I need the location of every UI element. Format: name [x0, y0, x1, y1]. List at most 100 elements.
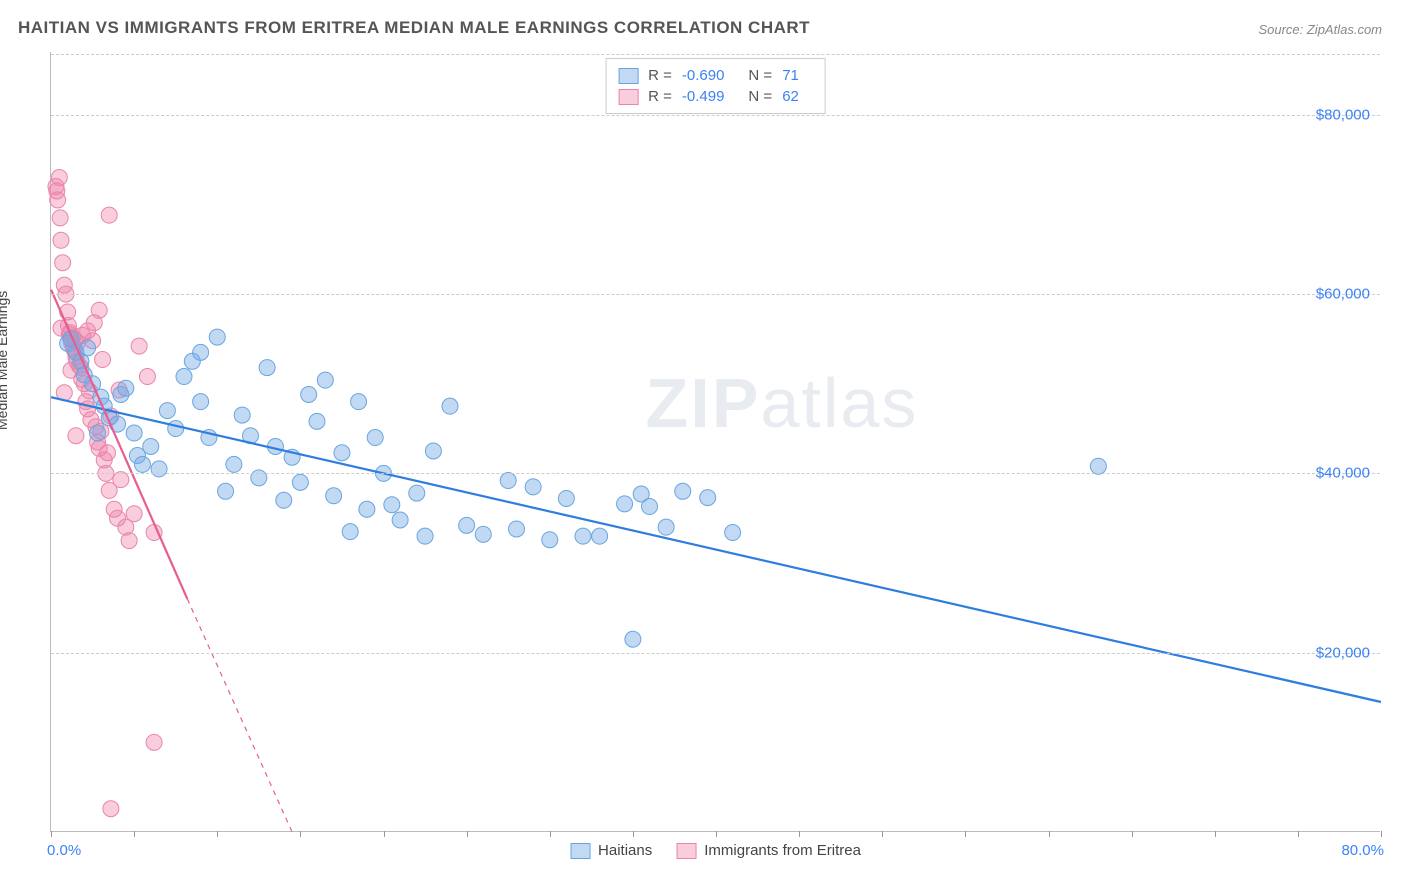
- data-point: [55, 255, 71, 271]
- data-point: [558, 490, 574, 506]
- n-label-2: N =: [748, 88, 772, 105]
- data-point: [384, 497, 400, 513]
- x-axis-min-label: 0.0%: [47, 842, 81, 859]
- legend-stats-row-2: R = -0.499 N = 62: [618, 86, 813, 107]
- data-point: [675, 483, 691, 499]
- swatch-haitians-icon: [618, 68, 638, 84]
- data-point: [700, 490, 716, 506]
- r-label-2: R =: [648, 88, 672, 105]
- legend-item-eritrea: Immigrants from Eritrea: [676, 842, 861, 859]
- data-point: [592, 528, 608, 544]
- data-point: [103, 801, 119, 817]
- data-point: [143, 438, 159, 454]
- x-tick: [300, 831, 301, 837]
- data-point: [509, 521, 525, 537]
- data-point: [617, 496, 633, 512]
- data-point: [725, 525, 741, 541]
- x-tick: [799, 831, 800, 837]
- plot-area: ZIPatlas R = -0.690 N = 71 R = -0.499 N …: [50, 52, 1380, 832]
- data-point: [95, 352, 111, 368]
- data-point: [326, 488, 342, 504]
- data-point: [351, 394, 367, 410]
- data-point: [1090, 458, 1106, 474]
- data-point: [209, 329, 225, 345]
- x-tick: [1298, 831, 1299, 837]
- data-point: [342, 524, 358, 540]
- trend-line-eritrea-solid: [51, 290, 187, 599]
- data-point: [151, 461, 167, 477]
- gridline: [51, 473, 1380, 474]
- data-point: [417, 528, 433, 544]
- data-point: [392, 512, 408, 528]
- data-point: [409, 485, 425, 501]
- data-point: [100, 445, 116, 461]
- legend-item-haitians: Haitians: [570, 842, 652, 859]
- data-point: [500, 473, 516, 489]
- gridline: [51, 294, 1380, 295]
- data-point: [459, 517, 475, 533]
- legend-label-eritrea: Immigrants from Eritrea: [704, 842, 861, 859]
- swatch-haitians-bottom-icon: [570, 843, 590, 859]
- data-point: [121, 533, 137, 549]
- x-tick: [217, 831, 218, 837]
- n-label-1: N =: [748, 67, 772, 84]
- x-tick: [467, 831, 468, 837]
- y-tick-label: $20,000: [1316, 644, 1370, 661]
- legend-series: Haitians Immigrants from Eritrea: [570, 842, 861, 859]
- data-point: [51, 170, 67, 186]
- x-tick: [882, 831, 883, 837]
- data-point: [317, 372, 333, 388]
- data-point: [80, 323, 96, 339]
- y-tick-label: $80,000: [1316, 106, 1370, 123]
- data-point: [234, 407, 250, 423]
- chart-title: HAITIAN VS IMMIGRANTS FROM ERITREA MEDIA…: [18, 18, 810, 38]
- n-value-1: 71: [782, 67, 799, 84]
- y-tick-label: $60,000: [1316, 286, 1370, 303]
- legend-label-haitians: Haitians: [598, 842, 652, 859]
- data-point: [251, 470, 267, 486]
- x-tick: [384, 831, 385, 837]
- trend-line-haitians: [51, 397, 1381, 702]
- data-point: [146, 734, 162, 750]
- data-point: [176, 369, 192, 385]
- data-point: [658, 519, 674, 535]
- data-point: [134, 456, 150, 472]
- x-tick: [1049, 831, 1050, 837]
- plot-svg: [51, 52, 1380, 831]
- x-tick: [51, 831, 52, 837]
- x-tick: [965, 831, 966, 837]
- data-point: [193, 394, 209, 410]
- data-point: [52, 210, 68, 226]
- y-tick-label: $40,000: [1316, 465, 1370, 482]
- legend-stats: R = -0.690 N = 71 R = -0.499 N = 62: [605, 58, 826, 114]
- data-point: [334, 445, 350, 461]
- x-tick: [716, 831, 717, 837]
- data-point: [80, 340, 96, 356]
- source-label: Source: ZipAtlas.com: [1258, 22, 1382, 37]
- data-point: [50, 192, 66, 208]
- data-point: [118, 380, 134, 396]
- data-point: [131, 338, 147, 354]
- data-point: [218, 483, 234, 499]
- data-point: [68, 428, 84, 444]
- data-point: [259, 360, 275, 376]
- data-point: [292, 474, 308, 490]
- gridline: [51, 653, 1380, 654]
- data-point: [425, 443, 441, 459]
- data-point: [193, 344, 209, 360]
- data-point: [359, 501, 375, 517]
- data-point: [90, 425, 106, 441]
- x-tick: [550, 831, 551, 837]
- swatch-eritrea-bottom-icon: [676, 843, 696, 859]
- n-value-2: 62: [782, 88, 799, 105]
- x-tick: [1132, 831, 1133, 837]
- r-value-1: -0.690: [682, 67, 725, 84]
- data-point: [475, 526, 491, 542]
- data-point: [301, 386, 317, 402]
- data-point: [159, 403, 175, 419]
- r-label-1: R =: [648, 67, 672, 84]
- x-tick: [1381, 831, 1382, 837]
- data-point: [101, 207, 117, 223]
- data-point: [367, 430, 383, 446]
- data-point: [168, 421, 184, 437]
